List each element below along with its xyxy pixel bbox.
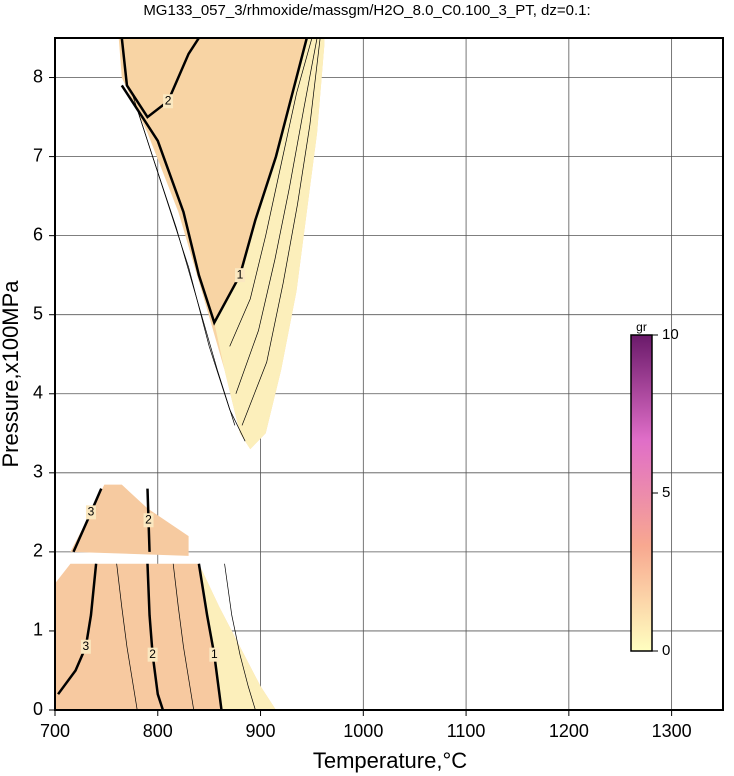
y-tick-label: 7 [33, 145, 43, 165]
thin-contour [235, 38, 318, 394]
x-tick-label: 800 [143, 721, 173, 741]
filled-region [70, 484, 189, 556]
colorbar-tick-label: 0 [662, 642, 670, 659]
y-tick-label: 1 [33, 620, 43, 640]
x-tick-label: 900 [246, 721, 276, 741]
contour-label-bg [147, 647, 158, 662]
chart-title: MG133_057_3/rhmoxide/massgm/H2O_8.0_C0.1… [143, 2, 590, 19]
colorbar-tick-label: 5 [662, 484, 670, 501]
contour-label: 2 [165, 93, 172, 107]
contour-label-bg [163, 94, 174, 109]
thin-contour [116, 563, 138, 710]
y-tick-label: 4 [33, 383, 43, 403]
x-tick-label: 1300 [652, 721, 692, 741]
y-tick-label: 6 [33, 224, 43, 244]
contour-label: 2 [149, 647, 156, 661]
contour-label: 3 [82, 639, 89, 653]
y-tick-label: 2 [33, 541, 43, 561]
contour-label-bg [209, 647, 220, 662]
plot-area: 2 1 3 2 1 3 2 [55, 38, 325, 710]
contour-line [120, 38, 308, 326]
contour-label-bg [85, 505, 96, 520]
thin-contour [241, 38, 321, 426]
contour-label: 3 [88, 505, 95, 519]
filled-region [214, 38, 325, 450]
colorbar-tick-label: 10 [662, 326, 679, 343]
y-axis-label: Pressure,x100MPa [0, 280, 23, 468]
x-tick-label: 1200 [549, 721, 589, 741]
colorbar [630, 334, 653, 652]
contour-label: 1 [211, 647, 218, 661]
y-tick-label: 5 [33, 303, 43, 323]
thin-contour [172, 563, 195, 710]
contour-label: 2 [145, 512, 152, 526]
contour-label-bg [143, 513, 154, 528]
y-tick-label: 3 [33, 462, 43, 482]
x-axis-label: Temperature,°C [313, 748, 467, 773]
y-tick-label: 0 [33, 699, 43, 719]
x-tick-label: 1100 [447, 721, 486, 741]
thin-contour [224, 563, 256, 710]
x-tick-label: 1000 [343, 721, 383, 741]
y-tick-label: 8 [33, 66, 43, 86]
plot-frame [54, 37, 724, 711]
thin-contour [229, 38, 313, 347]
contour-label-bg [80, 639, 91, 654]
x-tick-label: 700 [40, 721, 70, 741]
contour-label-bg [234, 268, 245, 283]
thin-contour [131, 93, 236, 426]
contour-label: 1 [237, 267, 244, 281]
colorbar-label: gr [636, 320, 647, 334]
contour-line [120, 38, 200, 119]
filled-region [198, 563, 276, 710]
